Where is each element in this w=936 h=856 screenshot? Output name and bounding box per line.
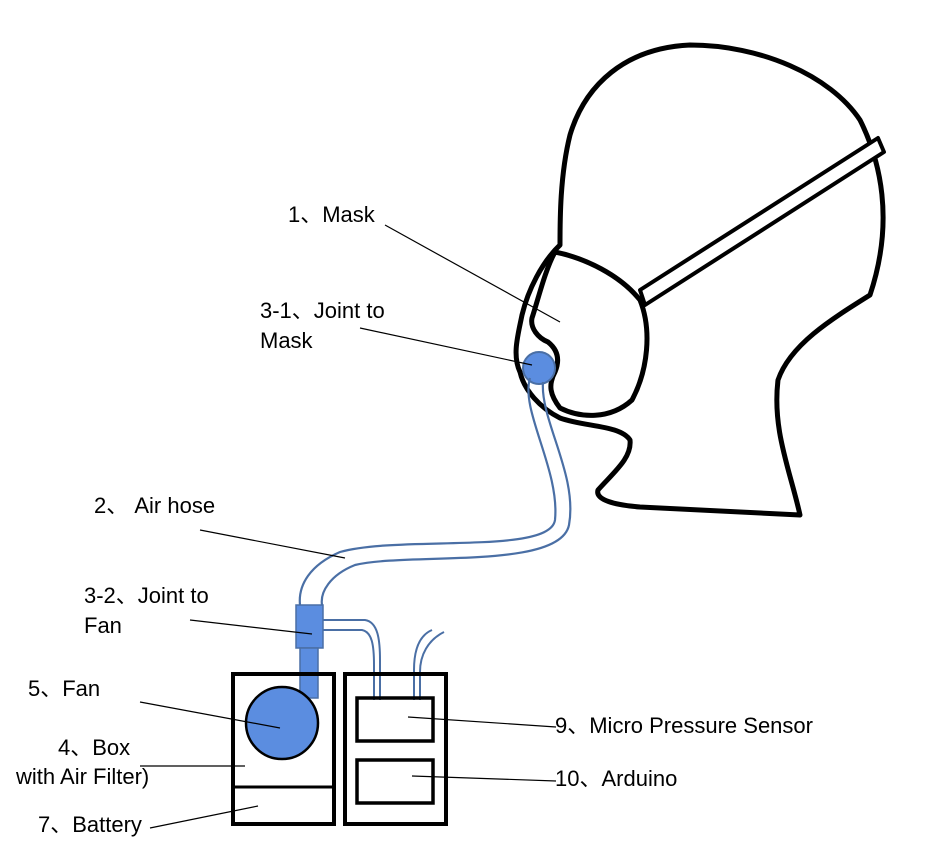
label-joint-to-mask-line1: 3-1、Joint to [260, 298, 385, 323]
box-with-air-filter [231, 672, 336, 826]
sensor-tubes [323, 619, 445, 700]
fan [244, 685, 320, 761]
label-joint-to-mask-line2: Mask [260, 328, 313, 353]
head-strap [638, 136, 886, 307]
label-fan: 5、Fan [28, 676, 101, 701]
label-joint-to-fan-line1: 3-2、Joint to [84, 583, 209, 608]
label-joint-to-fan-line2: Fan [84, 613, 122, 638]
label-arduino: 10、Arduino [555, 766, 678, 791]
head-outline [513, 42, 886, 518]
label-box-line2: with Air Filter) [16, 764, 150, 789]
air-hose [298, 377, 572, 606]
electronics-box [343, 672, 448, 826]
label-air-hose: 2、 Air hose [94, 493, 216, 518]
joint-to-fan [295, 604, 324, 649]
label-mask: 1、Mask [288, 202, 375, 227]
joint-to-mask [522, 351, 556, 385]
arduino-board [355, 758, 435, 805]
label-box-line1: 4、Box [58, 735, 131, 760]
leader-lines [139, 224, 561, 829]
label-micro-pressure-sensor: 9、Micro Pressure Sensor [555, 713, 813, 738]
mask-shape [529, 249, 650, 418]
micro-pressure-sensor [355, 696, 435, 743]
label-battery: 7、Battery [38, 812, 142, 837]
